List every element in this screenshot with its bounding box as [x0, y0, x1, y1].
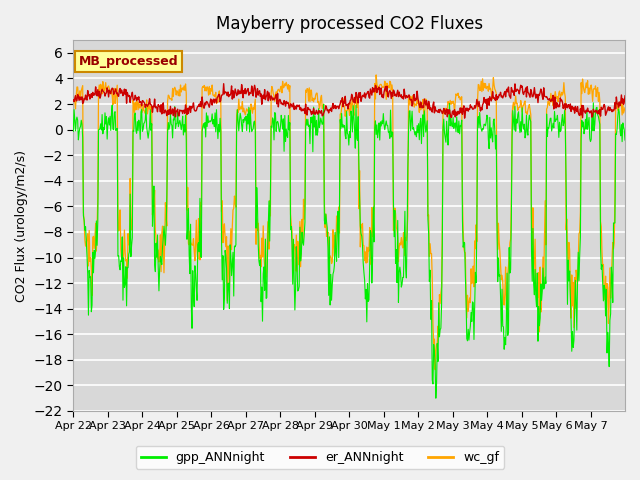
Title: Mayberry processed CO2 Fluxes: Mayberry processed CO2 Fluxes — [216, 15, 483, 33]
Y-axis label: CO2 Flux (urology/m2/s): CO2 Flux (urology/m2/s) — [15, 150, 28, 301]
Legend: gpp_ANNnight, er_ANNnight, wc_gf: gpp_ANNnight, er_ANNnight, wc_gf — [136, 446, 504, 469]
Text: MB_processed: MB_processed — [79, 55, 179, 68]
